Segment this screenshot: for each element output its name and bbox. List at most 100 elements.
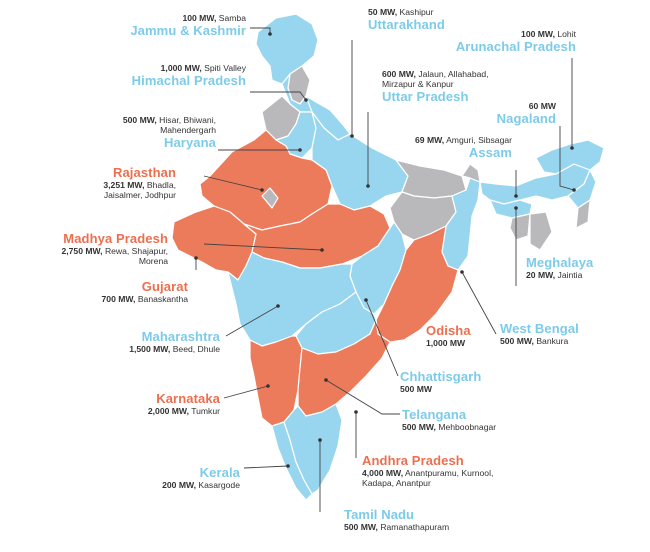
region-ar — [535, 139, 605, 175]
leader-dot-hr — [298, 148, 302, 152]
state-name: Uttar Pradesh — [382, 88, 469, 104]
capacity-value: 100 MW, — [182, 13, 217, 23]
state-label-jk: 100 MW, Samba Jammu & Kashmir — [130, 13, 246, 39]
site-names: Kasargode — [198, 479, 240, 490]
capacity-line: 69 MW, Amguri, Sibsagar — [415, 135, 512, 146]
state-label-ar: 100 MW, Lohit Arunachal Pradesh — [456, 29, 576, 55]
leader-line-mp — [203, 243, 323, 251]
site-names: Morena — [138, 255, 168, 266]
capacity-value: 60 MW — [528, 101, 556, 111]
site-names: Samba — [218, 13, 246, 23]
leader-line-rj — [203, 175, 263, 191]
region-ka — [249, 335, 303, 427]
state-name: Uttarakhand — [368, 16, 445, 32]
state-name: Madhya Pradesh — [63, 231, 168, 246]
leader-dot-uk — [350, 134, 354, 138]
capacity-line: 1,000 MW — [426, 337, 471, 349]
leader-line-mh — [225, 305, 279, 337]
site-names: Hisar, Bhiwani, — [159, 115, 216, 125]
capacity-line: 4,000 MW, Anantpuramu, Kurnool, — [362, 467, 494, 479]
capacity-line: 2,000 MW, Tumkur — [147, 405, 220, 417]
capacity-value: 3,251 MW, — [103, 179, 145, 190]
leader-line-nl — [559, 126, 575, 191]
state-label-wb: West Bengal 500 MW, Bankura — [500, 321, 579, 347]
region-up — [311, 111, 409, 211]
site-names: Bhadla, — [146, 179, 176, 190]
region-ap — [297, 319, 391, 417]
state-label-mp: Madhya Pradesh 2,750 MW, Rewa, Shajapur, M… — [61, 231, 168, 267]
leader-line-ka — [223, 385, 269, 399]
capacity-line: 100 MW, Samba — [130, 13, 246, 24]
capacity-value: 200 MW, — [162, 479, 197, 490]
capacity-line: 1,000 MW, Spiti Valley — [132, 63, 246, 74]
site-names: Mirzapur & Kanpur — [382, 78, 454, 89]
state-label-tn: Tamil Nadu 500 MW, Ramanathapuram — [344, 507, 450, 533]
leader-dot-as — [514, 194, 518, 198]
site-names: Kadapa, Anantpur — [362, 477, 431, 488]
state-name: Karnataka — [156, 391, 220, 406]
capacity-line: 500 MW, Hisar, Bhiwani, — [123, 115, 216, 126]
state-label-hp: 1,000 MW, Spiti Valley Himachal Pradesh — [132, 63, 246, 89]
leader-dot-mh — [276, 304, 280, 308]
capacity-value: 500 MW — [400, 383, 432, 394]
leader-line-tg — [325, 379, 400, 415]
capacity-line: 700 MW, Banaskantha — [102, 294, 188, 305]
region-sk — [461, 163, 481, 183]
state-label-uk: 50 MW, Kashipur Uttarakhand — [368, 7, 445, 33]
state-label-hr: 500 MW, Hisar, Bhiwani, Mahendergarh Harya… — [123, 115, 216, 151]
capacity-line: 3,251 MW, Bhadla, — [103, 179, 176, 191]
capacity-line: 50 MW, Kashipur — [368, 7, 445, 18]
state-name: West Bengal — [500, 321, 579, 336]
capacity-value: 1,000 MW — [426, 337, 466, 348]
capacity-line: 200 MW, Kasargode — [162, 479, 240, 491]
state-label-tg: Telangana 500 MW, Mehboobnagar — [402, 407, 497, 433]
leader-dot-nl — [572, 188, 576, 192]
leader-dot-tn — [318, 438, 322, 442]
leader-dot-up — [366, 184, 370, 188]
leader-line-hp — [250, 91, 307, 101]
site-names: Anantpuramu, Kurnool, — [405, 467, 494, 478]
region-mn — [575, 199, 591, 229]
leader-line-jk — [250, 27, 271, 34]
leader-dot-jk — [268, 32, 272, 36]
state-label-ap: Andhra Pradesh 4,000 MW, Anantpuramu, Kur… — [362, 453, 494, 489]
state-name: Gujarat — [141, 279, 188, 294]
capacity-value: 50 MW, — [368, 7, 398, 17]
site-names: Ramanathapuram — [380, 521, 450, 532]
site-names: Spiti Valley — [204, 63, 246, 73]
leader-dot-ar — [570, 146, 574, 150]
region-tn — [283, 403, 343, 495]
leader-dot-kl — [286, 464, 290, 468]
leader-dot-rj — [260, 188, 264, 192]
region-jk — [255, 13, 319, 85]
capacity-value: 20 MW, — [526, 269, 556, 280]
state-label-mh: Maharashtra 1,500 MW, Beed, Dhule — [129, 329, 220, 355]
capacity-line: 600 MW, Jalaun, Allahabad, — [382, 69, 489, 80]
site-names: Jaintia — [557, 269, 583, 280]
capacity-line: 20 MW, Jaintia — [526, 269, 593, 281]
site-names: Amguri, Sibsagar — [446, 135, 512, 145]
state-name: Nagaland — [496, 110, 556, 126]
capacity-line: 500 MW, Bankura — [500, 335, 579, 347]
capacity-line: 500 MW, Mehboobnagar — [402, 421, 497, 433]
leader-dot-ka — [266, 384, 270, 388]
region-tr — [509, 213, 531, 241]
capacity-line: 500 MW — [400, 383, 481, 395]
region-nagar-grey — [261, 187, 279, 209]
state-name: Rajasthan — [112, 165, 176, 180]
state-label-as: 69 MW, Amguri, Sibsagar Assam — [415, 135, 512, 161]
capacity-value: 2,750 MW, — [61, 245, 103, 256]
leader-dot-cg — [364, 298, 368, 302]
capacity-value: 1,500 MW, — [129, 343, 171, 354]
state-name: Odisha — [426, 323, 471, 338]
capacity-value: 2,000 MW, — [147, 405, 189, 416]
state-name: Telangana — [402, 407, 467, 422]
state-label-nl: 60 MW Nagaland — [496, 101, 556, 127]
site-names: Mehboobnagar — [438, 421, 497, 432]
site-names: Bankura — [536, 335, 569, 346]
state-label-ka: Karnataka 2,000 MW, Tumkur — [147, 391, 220, 417]
state-label-kl: Kerala 200 MW, Kasargode — [162, 465, 240, 491]
leader-dot-ml — [514, 206, 518, 210]
state-name: Maharashtra — [141, 329, 220, 344]
state-name: Chhattisgarh — [400, 369, 482, 384]
